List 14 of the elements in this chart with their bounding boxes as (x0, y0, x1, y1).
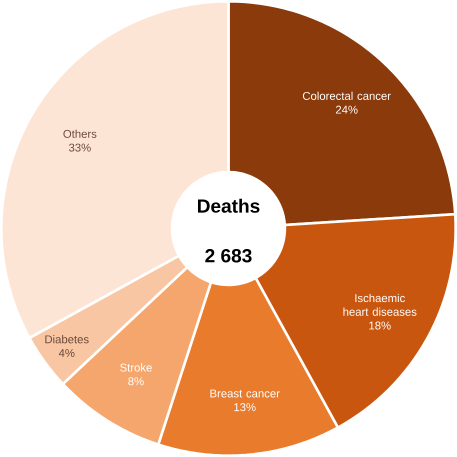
data-label: 8% (128, 377, 144, 386)
slice-label: Breast cancer (210, 390, 280, 398)
text: Deaths (198, 198, 260, 213)
slice-label: Ischaemic heart diseases (343, 294, 416, 316)
data-label: 13% (234, 403, 256, 412)
text: 2 683 (205, 249, 252, 263)
data-label: 4% (58, 349, 75, 358)
slice-label: Colorectal cancer (302, 92, 391, 100)
slice-label: Stroke (120, 363, 152, 372)
data-label: 18% (369, 322, 391, 330)
data-label: 33% (68, 144, 91, 152)
slice-label: Diabetes (45, 335, 89, 344)
data-label: 24% (336, 106, 358, 114)
slice-label: Others (63, 130, 96, 138)
